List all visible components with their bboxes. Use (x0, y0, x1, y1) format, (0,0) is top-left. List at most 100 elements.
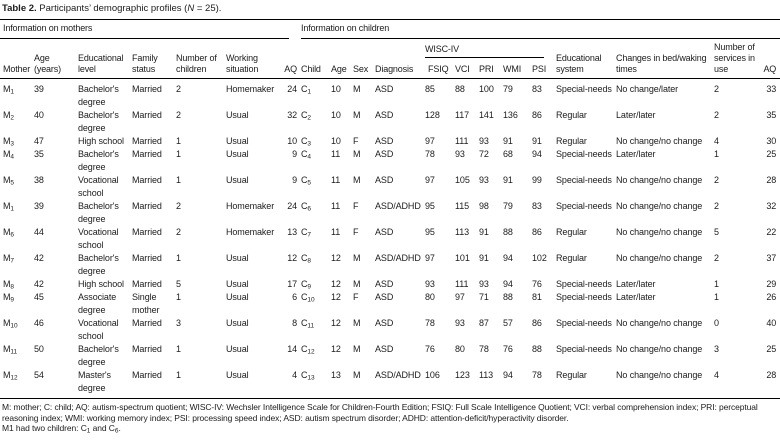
table-cell: 102 (532, 253, 547, 263)
table-cell: 88 (455, 84, 465, 94)
table-cell: Bachelor's degree (78, 253, 119, 276)
table-cell: 1 (176, 149, 181, 159)
table-cell: 91 (479, 253, 489, 263)
table-cell: Later/later (616, 292, 656, 302)
table-cell: C1 (301, 84, 312, 96)
footnote-note-text: M1 had two children: C (2, 423, 87, 433)
table-cell: C9 (301, 279, 312, 291)
table-cell: M11 (3, 344, 18, 356)
table-cell: 3 (176, 318, 181, 328)
table-row: M2 40 Bachelor's degree Married 2 Usual 32 C2 10… (0, 109, 780, 135)
table-cell: Special-needs (556, 292, 612, 302)
table-cell: M6 (3, 227, 15, 239)
table-cell: ASD (375, 149, 394, 159)
table-cell: 97 (425, 253, 435, 263)
table-cell: 11 (331, 201, 341, 211)
table-cell: Later/later (616, 110, 656, 120)
table-cell: M1 (3, 84, 15, 96)
table-cell: 12 (331, 344, 341, 354)
col-header-pri: PRI (479, 57, 504, 79)
table-cell: 12 (331, 253, 341, 263)
table-cell: Married (132, 175, 162, 185)
table-cell: Usual (226, 279, 249, 289)
table-cell: 46 (34, 318, 44, 328)
table-cell: 94 (503, 253, 513, 263)
table-cell: M10 (3, 318, 18, 330)
table-cell: 11 (331, 149, 341, 159)
table-cell: No change/no change (616, 318, 703, 328)
table-cell: Special-needs (556, 175, 612, 185)
table-cell: Married (132, 370, 162, 380)
table-cell: No change/no change (616, 253, 703, 263)
table-cell: Married (132, 84, 162, 94)
table-cell: 111 (455, 279, 469, 289)
table-cell: ASD/ADHD (375, 253, 421, 263)
table-cell: 25 (766, 344, 777, 354)
table-cell: Usual (226, 136, 249, 146)
table-cell: 1 (176, 344, 181, 354)
table-cell: 78 (479, 344, 489, 354)
table-row: M12 54 Master's degree Married 1 Usual 4 C13 13 M… (0, 369, 780, 399)
table-cell: 1 (176, 136, 181, 146)
table-cell: M9 (3, 292, 15, 304)
table-cell: C6 (301, 201, 312, 213)
table-cell: 14 (287, 344, 298, 354)
table-cell: 13 (287, 227, 298, 237)
table-cell: 4 (292, 370, 298, 380)
table-row: M1 39 Bachelor's degree Married 2 Homemaker 24… (0, 200, 780, 226)
table-cell: 83 (532, 84, 542, 94)
wisc-subheader-row: FSIQ VCI PRI WMI PSI (0, 57, 780, 79)
table-cell: 10 (331, 136, 341, 146)
table-cell: Regular (556, 370, 587, 380)
table-cell: ASD/ADHD (375, 201, 421, 211)
table-cell: Married (132, 344, 162, 354)
col-header-vci: VCI (455, 57, 480, 79)
table-cell: ASD (375, 344, 394, 354)
table-cell: 30 (766, 136, 777, 146)
table-row: M6 44 Vocational school Married 2 Homemaker 13… (0, 226, 780, 252)
table-cell: 91 (503, 136, 513, 146)
table-cell: Associate degree (78, 292, 117, 315)
table-cell: M (353, 370, 361, 380)
table-cell: 93 (479, 175, 489, 185)
table-cell: 9 (292, 175, 298, 185)
table-cell: C10 (301, 292, 315, 304)
col-header-psi: PSI (532, 57, 557, 79)
col-header-working-situation: Working situation (226, 39, 282, 79)
table-cell: Vocational school (78, 227, 119, 250)
group-header-children: Information on children (301, 20, 780, 39)
table-cell: 4 (714, 136, 719, 146)
table-cell: 42 (34, 253, 44, 263)
table-row: M8 42 High school Married 5 Usual 17 C9 12 M ASD 93… (0, 278, 780, 291)
table-cell: C8 (301, 253, 312, 265)
table-cell: Married (132, 136, 162, 146)
table-cell: 80 (425, 292, 435, 302)
table-cell: 9 (292, 149, 298, 159)
table-cell: 117 (455, 110, 470, 120)
table-cell: F (353, 136, 359, 146)
table-cell: 78 (425, 149, 435, 159)
table-cell: 95 (425, 201, 435, 211)
table-cell: 85 (425, 84, 435, 94)
table-cell: Regular (556, 253, 587, 263)
table-cell: 101 (455, 253, 470, 263)
table-cell: 40 (766, 318, 777, 328)
table-cell: 93 (455, 149, 465, 159)
table-cell: Special-needs (556, 201, 612, 211)
table-cell: No change/no change (616, 370, 703, 380)
table-cell: ASD (375, 279, 394, 289)
col-header-educational-level: Educational level (78, 39, 132, 79)
table-cell: Usual (226, 318, 249, 328)
table-cell: 1 (176, 292, 181, 302)
table-cell: Special-needs (556, 149, 612, 159)
table-cell: 113 (455, 227, 470, 237)
table-cell: M (353, 84, 361, 94)
table-cell: Master's degree (78, 370, 111, 393)
table-cell: M12 (3, 370, 18, 382)
table-cell: M (353, 110, 361, 120)
table-cell: 45 (34, 292, 44, 302)
footnote-abbreviations: M: mother; C: child; AQ: autism-spectrum… (2, 402, 758, 423)
table-cell: Later/later (616, 149, 656, 159)
table-cell: 24 (287, 84, 298, 94)
table-cell: Vocational school (78, 175, 119, 198)
